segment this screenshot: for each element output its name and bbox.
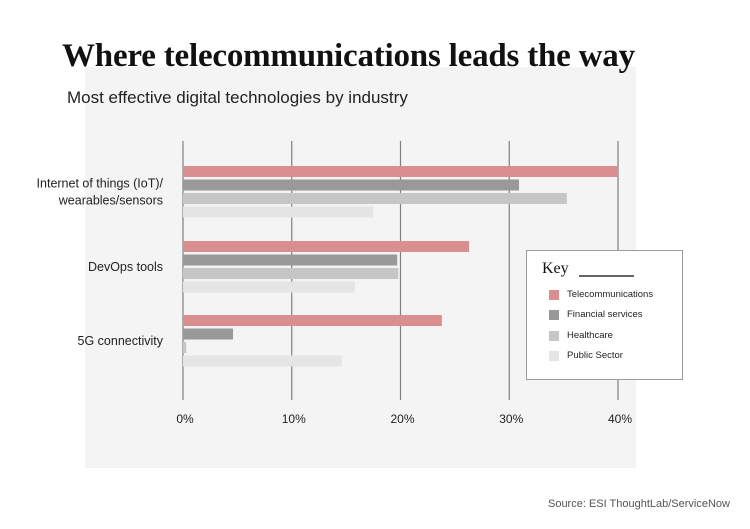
bar-healthcare	[183, 342, 187, 353]
bar-healthcare	[183, 268, 399, 279]
category-label: DevOps tools	[88, 260, 163, 274]
bar-public-sector	[183, 281, 355, 293]
legend-swatch	[549, 351, 559, 361]
x-tick-label: 0%	[176, 412, 194, 426]
legend-label: Healthcare	[567, 330, 613, 341]
category-label: Internet of things (IoT)/	[37, 176, 164, 190]
bar-public-sector	[183, 355, 342, 367]
bar-healthcare	[183, 193, 567, 204]
legend-swatch	[549, 290, 559, 300]
legend-swatch	[549, 331, 559, 341]
legend-label: Telecommunications	[567, 289, 654, 300]
x-tick-label: 40%	[608, 412, 632, 426]
legend-title: Key	[542, 260, 569, 277]
chart-subtitle: Most effective digital technologies by i…	[67, 88, 408, 107]
legend: Key Telecommunications Financial service…	[526, 250, 683, 380]
x-tick-label: 20%	[390, 412, 414, 426]
bar-telecommunications	[183, 166, 618, 177]
category-label: wearables/sensors	[58, 193, 163, 207]
x-tick-label: 10%	[282, 412, 306, 426]
bar-telecommunications	[183, 241, 470, 252]
legend-label: Financial services	[567, 309, 643, 320]
source-note: Source: ESI ThoughtLab/ServiceNow	[547, 498, 730, 510]
bar-financial-services	[183, 179, 520, 191]
bar-telecommunications	[183, 315, 442, 326]
legend-swatch	[549, 310, 559, 320]
bar-financial-services	[183, 328, 234, 340]
bar-public-sector	[183, 206, 374, 218]
legend-title-underline	[579, 275, 634, 277]
chart-title: Where telecommunications leads the way	[62, 38, 635, 74]
legend-label: Public Sector	[567, 350, 623, 361]
category-label: 5G connectivity	[78, 334, 164, 348]
bar-financial-services	[183, 254, 398, 266]
x-tick-label: 30%	[499, 412, 523, 426]
